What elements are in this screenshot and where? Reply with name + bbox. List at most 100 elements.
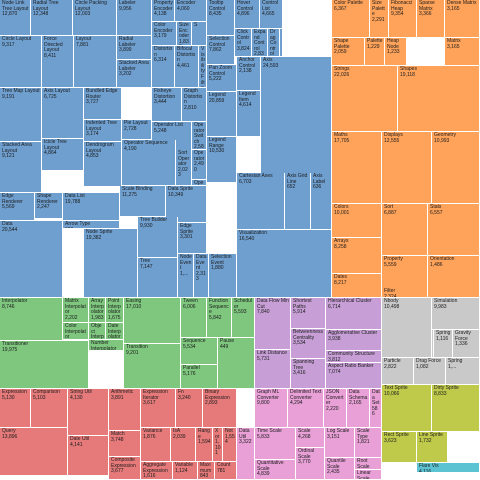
treemap-cell: Spring 1,116	[434, 330, 453, 358]
cell-value: 3,366	[419, 11, 432, 18]
treemap-cell: Operator Sequence 4,190	[122, 140, 176, 186]
cell-name: Visibility Filter	[201, 46, 205, 87]
cell-value: 3,179	[154, 33, 167, 40]
cell-label: Axis Grid Line 652	[287, 173, 309, 191]
treemap-cell: Transitioner 19,975	[0, 341, 89, 389]
cell-name: Number Interpolator	[91, 340, 117, 351]
cell-value: 3,748	[111, 436, 124, 443]
cell-name: Tree	[140, 258, 151, 264]
cell-name: Shapes	[400, 66, 417, 72]
cell-value: 4,896	[237, 11, 250, 18]
cell-name: Layout	[76, 36, 92, 42]
cell-value: 7,074	[328, 368, 341, 375]
treemap-cell: JSON Converter 2,220	[324, 389, 347, 428]
cell-label: Operator1,...	[194, 180, 205, 185]
cell-value: 12,348	[33, 11, 49, 18]
cell-label: Text Sprite 10,066	[384, 385, 430, 397]
treemap-cell: Parallel 5,176	[181, 365, 218, 389]
cell-name: Scale	[298, 428, 311, 434]
treemap-cell: Shape Palette 2,059	[332, 38, 365, 66]
cell-label: Operator List 5,248	[154, 122, 190, 134]
cell-label: Nbody 10,498	[384, 298, 430, 310]
cell-value: 4,853	[86, 153, 99, 160]
cell-value: 7,881	[76, 41, 89, 48]
cell-name: Log Scale	[327, 428, 350, 434]
cell-label: Radial Labeler 3,899	[119, 36, 150, 54]
cell-label: Dendrogram Layout 4,853	[86, 142, 120, 160]
treemap-cell: Variable 1,124	[173, 462, 198, 480]
cell-name: Dense Matrix	[447, 0, 477, 6]
cell-value: 6,714	[328, 303, 341, 310]
treemap-cell: Pause 449	[218, 338, 255, 389]
treemap-cell: Scheduler 5,593	[232, 298, 255, 338]
treemap-cell: Radial Tree Layout 12,348	[31, 0, 73, 36]
cell-name: Nbody	[384, 298, 399, 304]
cell-name: Size Encoder	[179, 22, 190, 40]
cell-label: S	[194, 22, 205, 29]
treemap-cell: Anchor Control 2,138	[237, 57, 261, 91]
treemap-cell: Data Set 586	[370, 389, 382, 428]
cell-value: 5,130	[2, 394, 15, 401]
cell-label: Scale 4,268	[298, 428, 323, 440]
treemap-cell: Colors 10,001	[332, 204, 382, 238]
cell-value: 17,010	[126, 303, 142, 310]
cell-value: 1,830	[179, 38, 189, 45]
cell-name: Bundled Edge Router	[86, 88, 118, 100]
cell-name: Drag Force	[416, 358, 442, 364]
cell-label: Force Directed Layout 8,411	[44, 36, 72, 59]
cell-name: Transitioner	[2, 341, 29, 347]
cell-value: 1,732	[419, 437, 432, 444]
cell-name: Edge Sprite	[180, 223, 194, 235]
treemap-cell: Dirty Sprite 8,833	[432, 385, 480, 432]
cell-label: Node Link Tree Layout 12,870	[2, 0, 29, 18]
cell-name: Scale Type	[357, 428, 370, 440]
cell-name: Data Set	[372, 389, 380, 407]
cell-name: IsA	[173, 428, 181, 434]
cell-label: Binary Expression 2,893	[205, 389, 235, 407]
treemap-cell: Property Encoder 4,138	[152, 0, 175, 22]
treemap-cell: Matrix Interpolator 2,202	[63, 298, 89, 323]
treemap-cell: Circle Packing Layout 12,003	[73, 0, 117, 36]
cell-value: 17,705	[334, 137, 350, 144]
cell-label: Colors 10,001	[334, 204, 380, 216]
cell-value: 781	[217, 467, 226, 474]
treemap-cell: Legend Range 10,530	[207, 137, 237, 183]
cell-value: 2,138	[239, 68, 252, 75]
cell-name: Sort Operator	[178, 150, 190, 168]
cell-label: Ordinal Scale 3,770	[298, 448, 323, 466]
cell-label: Expression Iterator 3,617	[143, 389, 174, 407]
cell-value: 13,896	[2, 433, 18, 440]
cell-name: Operator	[194, 150, 205, 162]
cell-value: 3,165	[447, 43, 460, 50]
cell-label: Query 13,896	[2, 428, 66, 440]
cell-name: Axis Grid Line	[287, 173, 308, 185]
cell-label: Transition 9,201	[126, 344, 179, 356]
treemap-cell: Arithmetic 3,891	[109, 389, 141, 431]
cell-label: Betweenness Centrality 3,534	[293, 329, 324, 347]
cell-label: Delimited Text Converter 4,294	[290, 389, 322, 407]
cell-name: Hover Control	[237, 0, 254, 12]
treemap-cell: Query 13,896	[0, 428, 68, 476]
treemap-cell: Heap Node 1,233	[385, 38, 407, 66]
cell-label: Operator Sequence 4,190	[124, 140, 174, 152]
cell-label: Circle Packing Layout 12,003	[75, 0, 115, 18]
cell-value: 7,840	[257, 309, 270, 316]
cell-value: 652	[287, 184, 296, 191]
cell-name: Line Sprite	[419, 432, 443, 438]
treemap-cell: Indented Tree Layout 3,174	[84, 120, 122, 142]
cell-value: 449	[220, 343, 229, 350]
cell-label: Dates 8,217	[334, 274, 380, 286]
treemap-cell: Control List 4,665	[260, 0, 283, 29]
cell-value: 3,174	[86, 131, 99, 138]
cell-name: Fibonacci Heap	[391, 0, 413, 12]
treemap-cell: Color Palette 6,367	[332, 0, 370, 38]
treemap-cell: Graph ML Converter 9,800	[255, 389, 288, 428]
cell-label: Hover Control 4,896	[237, 0, 258, 18]
cell-value: 1,554	[225, 433, 235, 446]
cell-label: Line Sprite 1,732	[419, 432, 446, 444]
treemap-cell: Comparison 5,103	[31, 389, 68, 428]
cell-name: Date Interpolator	[108, 323, 121, 340]
